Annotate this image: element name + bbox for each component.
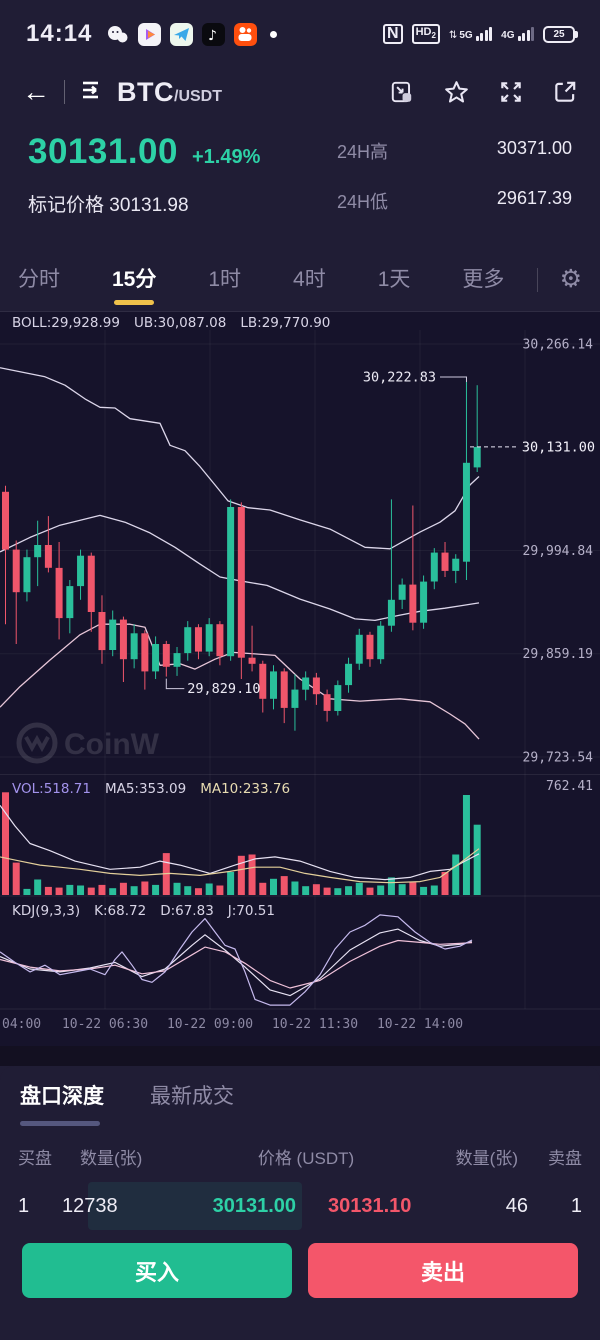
svg-text:♪: ♪: [208, 28, 217, 44]
header-divider: [64, 80, 65, 104]
time-axis-label: 10-22 09:00: [167, 1017, 253, 1032]
24h-high: 24H高 30371.00: [337, 138, 572, 162]
notification-dot-icon: [270, 30, 278, 38]
col-sell-side: 卖盘: [548, 1149, 582, 1168]
boll-indicator-labels: BOLL:29,928.99 UB:30,087.08 LB:29,770.90: [12, 315, 331, 331]
sell-orders-count: 1: [570, 1194, 582, 1217]
chart-settings-gear-icon[interactable]: ⚙: [559, 265, 582, 293]
tab-latest-trades[interactable]: 最新成交: [150, 1085, 234, 1108]
price-axis-label: 29,723.54: [523, 750, 594, 765]
pair-title[interactable]: BTC /USDT: [117, 77, 222, 108]
price-chart-svg[interactable]: CoinW 30,266.14 29,994.84 29,859.19 29,723.5…: [0, 312, 600, 1046]
status-bar: 14:14 ♪ N HD2 ⇅ 5G: [0, 0, 600, 62]
back-button[interactable]: ←: [22, 76, 50, 107]
volume-axis-label: 762.41: [546, 779, 593, 794]
interval-tabs: 分时 15分 1时 4时 1天 更多 ⚙: [0, 248, 600, 312]
depth-layout-icon[interactable]: [389, 79, 415, 105]
buy-quantity: 12738: [62, 1194, 118, 1217]
col-sell-qty: 数量(张): [455, 1149, 518, 1168]
ticker-panel: 30131.00 +1.49% 标记价格 30131.98 24H高 30371.…: [0, 122, 600, 248]
favorite-star-icon[interactable]: [443, 79, 470, 106]
price-axis-label: 29,859.19: [523, 647, 593, 662]
pair-quote: /USDT: [174, 87, 222, 105]
tab-interval-more[interactable]: 更多: [462, 267, 505, 291]
buy-orders-count: 1: [18, 1194, 30, 1217]
tab-interval-1d[interactable]: 1天: [377, 267, 411, 291]
time-axis-label: 04:00: [2, 1017, 41, 1032]
tab-interval-fenshi[interactable]: 分时: [18, 267, 60, 291]
24h-low: 24H低 29617.39: [337, 188, 572, 212]
hd-voice-icon: HD2: [411, 23, 440, 45]
time-axis-label: 10-22 14:00: [377, 1017, 463, 1032]
sell-button[interactable]: 卖出: [308, 1243, 578, 1298]
chart-area[interactable]: BOLL:29,928.99 UB:30,087.08 LB:29,770.90…: [0, 312, 600, 1046]
ask-quantity: 46: [505, 1194, 528, 1217]
fullscreen-icon[interactable]: [498, 79, 524, 105]
bid-depth-bar: [88, 1182, 302, 1230]
header: ← BTC /USDT: [0, 62, 600, 122]
kuaishou-icon: [234, 22, 258, 46]
current-price-label: 30,131.00: [522, 439, 595, 455]
tiktok-icon: ♪: [202, 22, 226, 46]
price-axis-label: 30,266.14: [523, 338, 594, 353]
kdj-indicator-labels: KDJ(9,3,3) K:68.72 D:67.83 J:70.51: [12, 903, 275, 919]
video-app-icon: [138, 22, 162, 46]
nfc-icon: N: [383, 24, 403, 44]
signal-5g-icon: ⇅ 5G: [449, 27, 493, 41]
tab-depth[interactable]: 盘口深度: [20, 1080, 104, 1126]
tabs-divider: [536, 267, 538, 292]
svg-text:CoinW: CoinW: [64, 728, 160, 761]
wechat-icon: [106, 23, 129, 46]
pair-selector-icon[interactable]: [79, 77, 105, 108]
col-buy-qty: 数量(张): [80, 1149, 143, 1168]
tab-interval-1h[interactable]: 1时: [208, 267, 242, 291]
notification-icons: ♪: [106, 22, 278, 46]
buy-button[interactable]: 买入: [22, 1243, 292, 1298]
section-divider: [0, 1046, 600, 1066]
mark-price: 标记价格 30131.98: [28, 195, 189, 216]
telegram-icon: [170, 22, 194, 46]
clock: 14:14: [26, 20, 93, 47]
volume-indicator-labels: VOL:518.71 MA5:353.09 MA10:233.76: [12, 781, 291, 797]
col-price: 价格 (USDT): [257, 1149, 355, 1168]
orderbook-row[interactable]: 1 12738 30131.00 30131.10 46 1: [0, 1179, 600, 1233]
high-annotation: 30,222.83: [363, 369, 436, 385]
tab-interval-4h[interactable]: 4时: [293, 267, 326, 291]
low-annotation: 29,829.10: [187, 681, 260, 697]
orderbook-headers: 买盘 数量(张) 价格 (USDT) 数量(张) 卖盘: [0, 1144, 600, 1169]
system-status-icons: N HD2 ⇅ 5G 4G 25: [383, 23, 578, 45]
change-percent: +1.49%: [191, 146, 261, 168]
tab-interval-15min[interactable]: 15分: [112, 253, 156, 307]
col-buy-side: 买盘: [18, 1149, 52, 1168]
ask-price[interactable]: 30131.10: [328, 1194, 412, 1217]
coinw-watermark: CoinW: [16, 722, 160, 764]
battery-icon: 25: [543, 25, 578, 43]
share-icon[interactable]: [552, 79, 578, 105]
time-axis-label: 10-22 11:30: [272, 1017, 358, 1032]
signal-4g-icon: 4G: [501, 27, 534, 41]
orderbook-panel: 盘口深度 最新成交 买盘 数量(张) 价格 (USDT) 数量(张) 卖盘 1 …: [0, 1066, 600, 1298]
bid-price[interactable]: 30131.00: [212, 1194, 296, 1217]
last-price: 30131.00: [28, 132, 178, 171]
pair-base: BTC: [117, 76, 174, 107]
price-axis-label: 29,994.84: [523, 544, 594, 559]
time-axis-label: 10-22 06:30: [62, 1017, 148, 1032]
